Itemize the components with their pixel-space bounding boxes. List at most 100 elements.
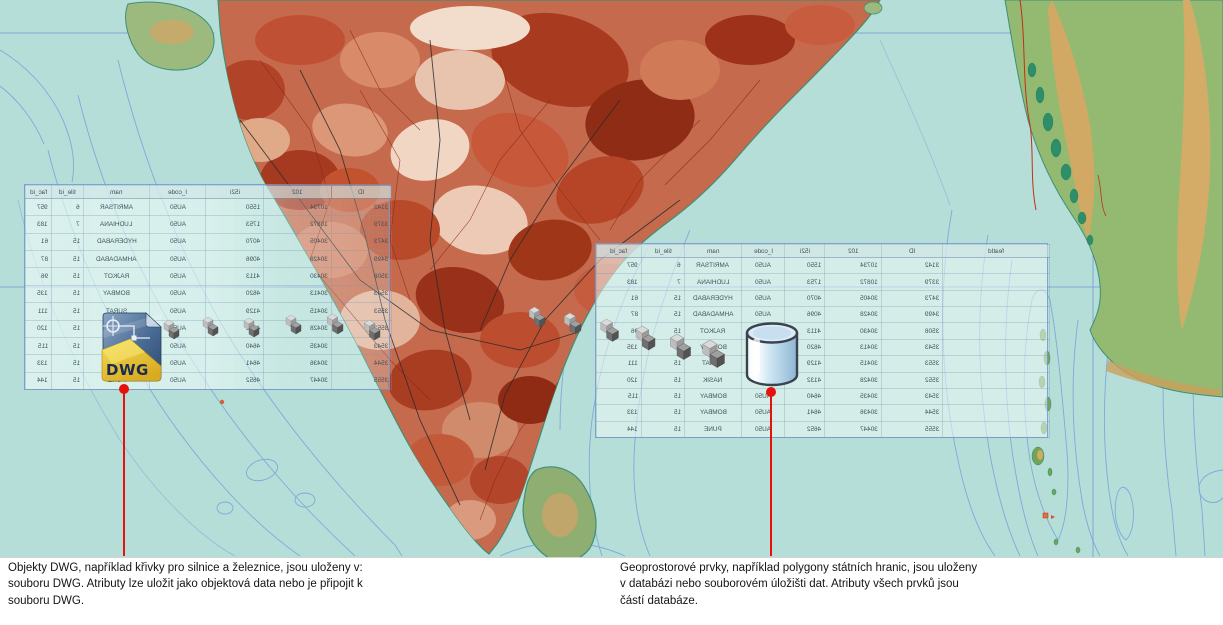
table-cell: 3473 [331,232,392,252]
table-cell: 15 [641,355,685,373]
table-cell [942,322,1050,340]
table-cell: AU50 [149,215,206,234]
table-cell: RAJKOT [684,322,742,340]
table-cell: 30428 [263,319,332,338]
table-header-cell: fac_id [25,185,52,199]
table-cell: 135 [596,338,642,357]
table-header-cell: 102 [824,244,882,258]
table-cell: 15 [641,371,685,389]
table-row: 957 6 AMRITSAR AU50 1550 10734 3142 [596,256,1050,275]
table-cell: 30435 [263,336,332,356]
table-header-cell: nam [83,185,150,199]
table-cell: 957 [25,197,52,217]
table-header-cell: l_code [741,244,785,258]
table-cell: BOMBAY [83,284,150,304]
table-cell: 1550 [205,197,264,217]
table-cell: 87 [596,306,642,324]
table-cell: 15 [51,250,84,269]
mergui-archipelago [1027,62,1094,246]
table-cell: 3508 [331,267,392,286]
table-header-cell: i52i [205,185,264,199]
table-header-cell: featId [942,244,1050,258]
table-cell: 3473 [881,289,943,308]
table-cell: 3553 [331,302,392,321]
table-cell: 30415 [263,302,332,321]
table-cell: 30430 [263,267,332,286]
table-cell: 30447 [263,371,332,390]
dwg-file-icon: DWG [101,312,162,382]
table-cell: 3543 [881,387,943,406]
table-cell: 133 [596,404,642,422]
table-cell: 61 [596,289,642,308]
table-cell: 7 [51,215,84,234]
table-cell: 4652 [205,371,264,390]
callout-line-left [123,393,125,556]
table-cell: 4070 [205,232,264,252]
table-cell: 96 [25,267,52,286]
table-cell [942,289,1050,308]
table-cell: 957 [596,256,642,275]
table-cell: 30428 [263,250,332,269]
table-cell: 4641 [784,404,825,422]
table-cell: 30428 [824,306,882,324]
table-cell [942,256,1050,275]
table-cell: 3379 [331,215,392,234]
table-cell: 3552 [881,371,943,389]
table-cell: 10734 [263,197,332,217]
table-row: 12015NASIKAU504132304283552 [25,319,392,338]
table-cell: 10734 [824,256,882,275]
table-cell: 3499 [331,250,392,269]
table-cell: 15 [51,267,84,286]
table-cell: 111 [25,302,52,321]
table-cell: 115 [25,336,52,356]
table-cell: 15 [51,232,84,252]
table-cell: 30413 [824,338,882,357]
table-cell: 7 [641,273,685,291]
table-cell: 4620 [205,284,264,304]
table-cell: HYDERABAD [684,289,742,308]
table-cell: 115 [596,387,642,406]
table-cell: 3508 [881,322,943,340]
table-cell: 3553 [881,355,943,373]
table-cell: 3555 [881,420,943,438]
table-cell: AU50 [741,289,785,308]
table-cell: 15 [641,387,685,406]
table-cell: 15 [641,322,685,340]
callout-line-right [770,396,772,556]
table-cell: AU50 [741,273,785,291]
table-cell: PUNE [684,420,742,438]
table-cell: 30447 [824,420,882,438]
table-cell: 120 [25,319,52,338]
table-cell: AHMADABAD [83,250,150,269]
table-cell: 61 [25,232,52,252]
table-cell: 15 [641,404,685,422]
table-cell: 15 [641,420,685,438]
table-cell: 1550 [784,256,825,275]
table-row: 87 15 AHMADABAD AU50 4096 30428 3499 [596,306,1050,324]
table-cell: AU50 [741,420,785,438]
table-cell: 3499 [881,306,943,324]
table-cell: 120 [596,371,642,389]
table-cell: 183 [596,273,642,291]
table-cell [942,306,1050,324]
map-background [0,0,1223,563]
table-cell: 4640 [784,387,825,406]
table-cell: 3543 [881,338,943,357]
table-row: 61 15 HYDERABAD AU50 4070 30405 3473 [596,289,1050,308]
table-header-cell: tile_id [641,244,685,258]
table-cell: 4113 [205,267,264,286]
table-cell: 144 [596,420,642,438]
table-cell: BOMBAY [684,387,742,406]
table-cell [942,273,1050,291]
table-cell: 30430 [824,322,882,340]
table-cell: 15 [51,336,84,356]
table-cell: 15 [51,302,84,321]
